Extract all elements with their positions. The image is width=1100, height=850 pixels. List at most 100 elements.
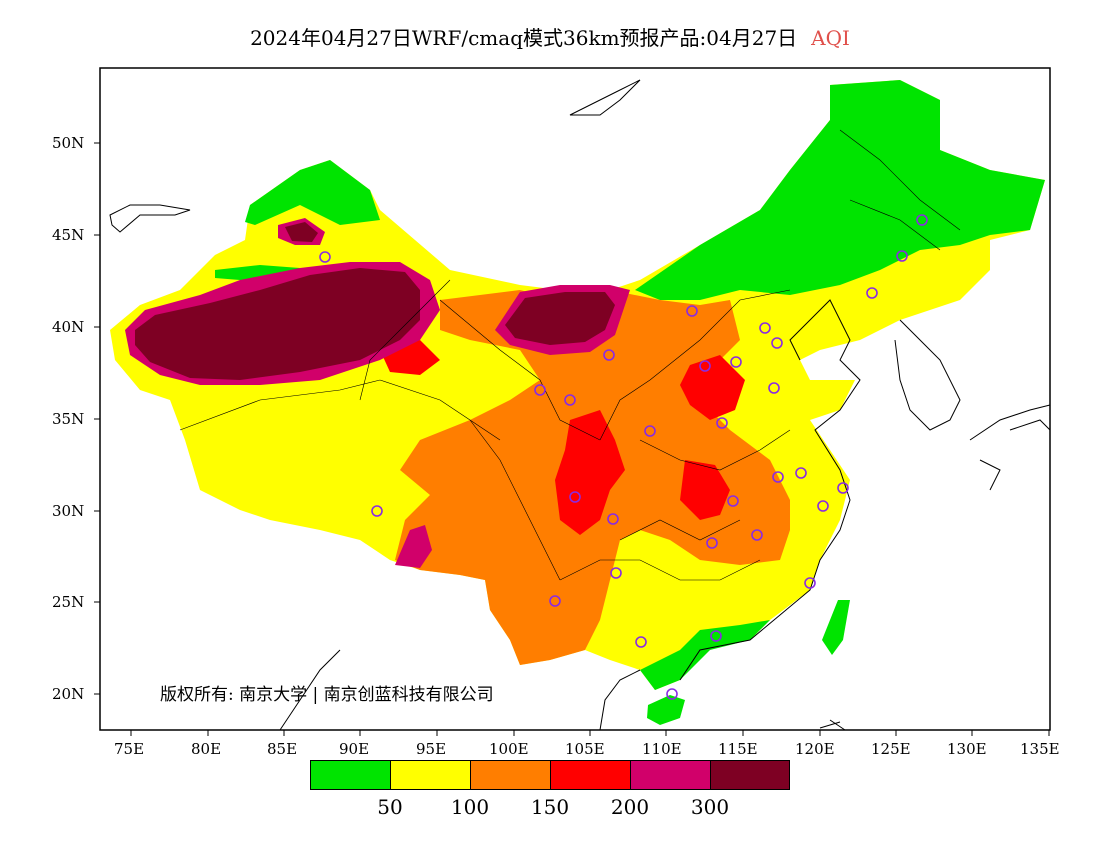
boundary-inner-mongolia [599, 289, 791, 441]
station-marker [837, 482, 849, 494]
axis-ticks [94, 142, 1050, 736]
copyright-text: 版权所有: 南京大学 | 南京创蓝科技有限公司 [160, 685, 494, 705]
philippines-outline [819, 719, 846, 731]
lat-label: 30N [52, 502, 85, 520]
legend-label: 100 [450, 795, 490, 819]
lon-label: 100E [489, 740, 529, 758]
aqi-zone-red-hebei [680, 355, 745, 420]
lon-label: 90E [339, 740, 370, 758]
lat-label: 25N [52, 593, 85, 611]
boundary-heilongjiang [849, 199, 941, 251]
coastline-east [679, 299, 861, 681]
aqi-zone-maroon-gobi [505, 292, 615, 345]
legend-label: 200 [610, 795, 650, 819]
legend-label: 300 [690, 795, 730, 819]
aqi-zone-maroon-junggar [285, 222, 318, 242]
lat-label: 35N [52, 410, 85, 428]
station-marker [607, 513, 619, 525]
lat-label: 50N [52, 134, 85, 152]
boundary-northeast [839, 129, 961, 231]
boundary-central [639, 429, 791, 471]
station-marker [710, 630, 722, 642]
title-text: 2024年04月27日WRF/cmaq模式36km预报产品:04月27日 [250, 26, 798, 50]
station-marker [666, 688, 678, 700]
aqi-zone-green-hainan [647, 695, 685, 725]
station-marker [817, 500, 829, 512]
station-marker [716, 417, 728, 429]
station-marker [534, 384, 546, 396]
station-marker [916, 214, 928, 226]
map-title: 2024年04月27日WRF/cmaq模式36km预报产品:04月27日 AQI [0, 22, 1100, 51]
lake-baikal [569, 79, 641, 116]
aqi-zone-green-northwest [245, 160, 380, 225]
station-marker [896, 250, 908, 262]
boundary-south [619, 519, 741, 541]
station-marker [549, 595, 561, 607]
station-marker [751, 529, 763, 541]
vietnam-coast [599, 669, 641, 731]
province-boundaries [179, 129, 961, 581]
coastlines [109, 79, 1051, 731]
boundary-yunnan [559, 559, 761, 581]
station-marker [644, 425, 656, 437]
lon-label: 80E [191, 740, 222, 758]
station-marker [768, 382, 780, 394]
station-marker [706, 537, 718, 549]
aqi-zone-maroon-taklimakan [135, 268, 420, 380]
legend-swatch-2 [470, 760, 551, 790]
lon-label: 120E [795, 740, 835, 758]
lon-label: 95E [416, 740, 447, 758]
station-marker [866, 287, 878, 299]
station-marker [772, 471, 784, 483]
aqi-zone-green-northeast [635, 80, 1045, 300]
korea-outline [894, 319, 961, 431]
legend-label: 150 [530, 795, 570, 819]
aqi-zone-red-sichuan [555, 410, 625, 535]
japan-outline [969, 404, 1051, 491]
lon-label: 85E [267, 740, 298, 758]
station-marker [730, 356, 742, 368]
station-marker [759, 322, 771, 334]
legend-swatch-1 [390, 760, 471, 790]
legend-swatch-5 [710, 760, 790, 790]
legend-swatch-3 [550, 760, 631, 790]
lon-label: 115E [718, 740, 758, 758]
lake-balkhash [109, 204, 191, 233]
lon-label: 110E [642, 740, 682, 758]
aqi-zone-magenta-tibet [395, 525, 432, 568]
boundary-sichuan [469, 419, 561, 581]
lon-label: 125E [871, 740, 911, 758]
station-marker [371, 505, 383, 517]
station-marker [795, 467, 807, 479]
legend-label: 50 [377, 795, 403, 819]
city-stations [319, 214, 928, 700]
lat-label: 45N [52, 226, 85, 244]
station-marker [569, 491, 581, 503]
station-marker [319, 251, 331, 263]
station-marker [699, 360, 711, 372]
lat-label: 20N [52, 685, 85, 703]
lon-label: 135E [1020, 740, 1060, 758]
aqi-zone-green-south [640, 620, 770, 690]
station-marker [564, 394, 576, 406]
station-marker [686, 305, 698, 317]
boundary-gansu [439, 299, 601, 441]
lat-label: 40N [52, 318, 85, 336]
legend-swatch-0 [310, 760, 391, 790]
station-marker [610, 567, 622, 579]
station-marker [771, 337, 783, 349]
lon-label: 75E [114, 740, 145, 758]
china-aqi-field [110, 80, 1045, 725]
bay-of-bengal-coast [279, 649, 341, 731]
lon-label: 105E [565, 740, 605, 758]
aqi-zone-red-hubei [680, 460, 730, 520]
boundary-xinjiang [359, 279, 451, 401]
station-marker [804, 577, 816, 589]
station-marker [727, 495, 739, 507]
station-marker [635, 636, 647, 648]
lon-label: 130E [947, 740, 987, 758]
aqi-zone-green-taiwan [822, 600, 850, 655]
station-marker [603, 349, 615, 361]
legend-swatch-4 [630, 760, 711, 790]
